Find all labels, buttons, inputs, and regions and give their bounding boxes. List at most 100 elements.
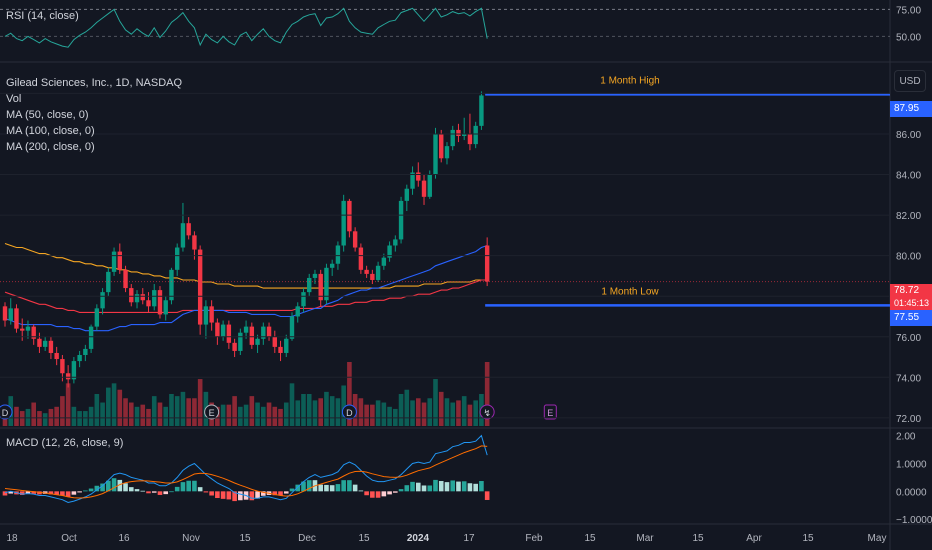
candle-body[interactable] xyxy=(347,200,352,232)
candle-body[interactable] xyxy=(37,338,42,347)
candle-body[interactable] xyxy=(318,273,323,301)
earnings-marker[interactable] xyxy=(543,404,557,420)
candle-body[interactable] xyxy=(249,326,255,345)
candle-body[interactable] xyxy=(284,338,289,353)
candle-body[interactable] xyxy=(266,326,272,337)
candle-body[interactable] xyxy=(278,346,283,353)
candle-body[interactable] xyxy=(197,249,203,325)
candle-body[interactable] xyxy=(163,300,168,315)
candle-body[interactable] xyxy=(393,239,398,246)
candle-body[interactable] xyxy=(387,245,392,258)
candle-body[interactable] xyxy=(324,267,329,301)
candle-body[interactable] xyxy=(226,324,232,343)
volume-bar xyxy=(37,411,42,426)
candle-body[interactable] xyxy=(261,326,266,339)
split-marker[interactable] xyxy=(479,404,495,420)
candle-body[interactable] xyxy=(111,251,117,272)
macd-histogram-bar xyxy=(151,491,157,493)
candle-body[interactable] xyxy=(31,326,36,339)
candle-body[interactable] xyxy=(467,133,473,145)
candle-body[interactable] xyxy=(473,125,478,145)
rsi-legend[interactable]: RSI (14, close) xyxy=(6,8,79,24)
candle-body[interactable] xyxy=(209,306,214,323)
candle-body[interactable] xyxy=(140,294,145,301)
candle-body[interactable] xyxy=(129,288,134,303)
candle-body[interactable] xyxy=(398,200,404,240)
candle-body[interactable] xyxy=(341,200,346,246)
candle-body[interactable] xyxy=(329,263,335,268)
macd-legend[interactable]: MACD (12, 26, close, 9) xyxy=(6,435,123,451)
candle-body[interactable] xyxy=(203,306,209,325)
candle-body[interactable] xyxy=(450,129,455,147)
dividend-marker[interactable] xyxy=(341,404,357,420)
candle-body[interactable] xyxy=(358,247,364,270)
candle-body[interactable] xyxy=(232,342,237,351)
candle-body[interactable] xyxy=(439,133,444,159)
candle-body[interactable] xyxy=(134,294,140,303)
candle-body[interactable] xyxy=(416,172,421,181)
candle-body[interactable] xyxy=(272,336,277,347)
candle-body[interactable] xyxy=(2,306,8,321)
candle-body[interactable] xyxy=(14,308,19,329)
candle-body[interactable] xyxy=(25,326,31,331)
candle-body[interactable] xyxy=(169,269,174,301)
candle-body[interactable] xyxy=(352,231,358,248)
candle-body[interactable] xyxy=(117,251,122,270)
candle-body[interactable] xyxy=(381,257,387,266)
candle-body[interactable] xyxy=(364,269,369,274)
candle-body[interactable] xyxy=(100,292,105,309)
candle-body[interactable] xyxy=(312,273,318,278)
candle-body[interactable] xyxy=(479,95,484,126)
ma100-label: MA (100, close, 0) xyxy=(6,125,95,137)
candle-body[interactable] xyxy=(71,361,77,380)
candle-body[interactable] xyxy=(404,188,409,201)
candle-body[interactable] xyxy=(335,245,341,264)
candle-body[interactable] xyxy=(462,133,467,136)
candle-body[interactable] xyxy=(77,355,82,362)
candle-body[interactable] xyxy=(444,146,450,159)
candle-body[interactable] xyxy=(157,290,163,315)
candle-body[interactable] xyxy=(307,277,312,293)
candle-body[interactable] xyxy=(295,306,300,317)
candle-body[interactable] xyxy=(370,273,375,280)
candle-body[interactable] xyxy=(65,373,71,380)
candle-body[interactable] xyxy=(484,245,490,282)
candle-body[interactable] xyxy=(152,290,157,307)
candle-body[interactable] xyxy=(94,308,100,327)
candle-body[interactable] xyxy=(410,172,415,189)
candle-body[interactable] xyxy=(220,324,226,337)
candle-body[interactable] xyxy=(175,247,180,270)
candle-body[interactable] xyxy=(123,269,128,289)
main-legend[interactable]: Gilead Sciences, Inc., 1D, NASDAQ Vol MA… xyxy=(6,75,182,155)
candle-body[interactable] xyxy=(289,316,295,339)
candles[interactable] xyxy=(2,91,490,388)
candle-body[interactable] xyxy=(427,174,432,197)
candle-body[interactable] xyxy=(238,332,243,351)
candle-body[interactable] xyxy=(54,352,59,360)
candle-body[interactable] xyxy=(301,292,306,307)
event-markers[interactable]: D E D ↯ E xyxy=(0,404,557,420)
candle-body[interactable] xyxy=(83,348,88,355)
candle-body[interactable] xyxy=(375,265,381,280)
candle-body[interactable] xyxy=(215,322,220,337)
candle-body[interactable] xyxy=(180,223,186,248)
dividend-marker[interactable] xyxy=(0,404,13,420)
candle-body[interactable] xyxy=(88,326,94,349)
macd-histogram-bar xyxy=(444,482,450,492)
currency-button[interactable]: USD xyxy=(894,70,926,92)
candle-body[interactable] xyxy=(42,340,48,347)
candle-body[interactable] xyxy=(8,308,13,321)
candle-body[interactable] xyxy=(60,359,65,374)
candle-body[interactable] xyxy=(255,338,260,345)
candle-body[interactable] xyxy=(421,180,427,197)
candle-body[interactable] xyxy=(48,340,54,353)
candle-body[interactable] xyxy=(243,326,249,333)
candle-body[interactable] xyxy=(456,129,461,136)
candle-body[interactable] xyxy=(192,235,197,250)
candle-body[interactable] xyxy=(20,328,25,331)
candle-body[interactable] xyxy=(186,223,191,236)
candle-body[interactable] xyxy=(433,133,438,175)
earnings-marker[interactable] xyxy=(204,404,220,420)
candle-body[interactable] xyxy=(146,300,151,307)
